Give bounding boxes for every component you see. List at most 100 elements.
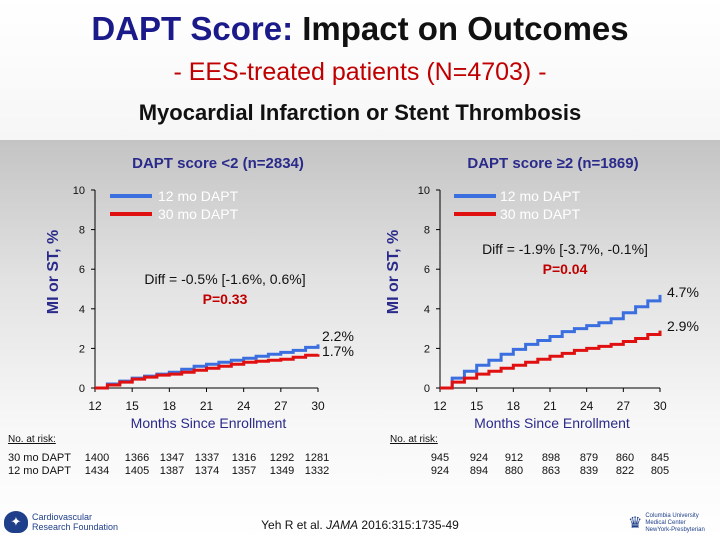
y-axis-label-0: MI or ST, %	[45, 230, 62, 314]
y-tick-label-1-2: 4	[424, 304, 430, 316]
citation-journal: JAMA	[326, 518, 359, 532]
x-tick-label-1-4: 24	[580, 399, 594, 413]
series-line-1-0	[440, 294, 662, 390]
y-axis-label-1: MI or ST, %	[385, 230, 402, 314]
risk-label-0: No. at risk:	[8, 434, 56, 445]
risk-value-0-0-0: 1400	[85, 452, 109, 464]
x-tick-label-1-0: 12	[433, 399, 447, 413]
risk-row-label-0-1: 12 mo DAPT	[8, 465, 71, 477]
risk-value-0-0-4: 1316	[232, 452, 256, 464]
risk-value-1-1-0: 924	[431, 465, 449, 477]
risk-row-label-0-0: 30 mo DAPT	[8, 452, 71, 464]
y-tick-label-0-4: 8	[79, 225, 85, 237]
x-tick-label-0-2: 18	[163, 399, 177, 413]
crf-logo-mark-icon: ✦	[4, 511, 28, 533]
risk-value-0-0-6: 1281	[305, 452, 329, 464]
risk-value-1-0-3: 898	[542, 452, 560, 464]
risk-value-0-0-5: 1292	[270, 452, 294, 464]
crf-logo: ✦ Cardiovascular Research Foundation	[4, 508, 118, 536]
endpoint-title: Myocardial Infarction or Stent Thrombosi…	[138, 100, 582, 125]
risk-value-0-1-4: 1357	[232, 465, 256, 477]
y-tick-label-1-1: 2	[424, 343, 430, 355]
x-tick-label-1-6: 30	[653, 399, 667, 413]
risk-value-0-1-6: 1332	[305, 465, 329, 477]
title-accent: DAPT Score:	[91, 10, 294, 47]
legend-label-1-0: 12 mo DAPT	[500, 188, 581, 204]
end-label-0-0: 2.2%	[322, 328, 354, 344]
columbia-line1: Columbia University	[645, 512, 699, 519]
risk-value-1-1-5: 822	[616, 465, 634, 477]
risk-value-1-0-1: 924	[470, 452, 488, 464]
x-tick-label-0-4: 24	[237, 399, 251, 413]
chart-panel	[0, 140, 720, 540]
title-band: DAPT Score: Impact on Outcomes - EES-tre…	[0, 0, 720, 140]
diff-text-0: Diff = -0.5% [-1.6%, 0.6%]	[144, 271, 305, 287]
x-tick-label-1-3: 21	[543, 399, 557, 413]
end-label-0-1: 1.7%	[322, 343, 354, 359]
crf-logo-line2: Research Foundation	[32, 522, 119, 532]
risk-label-1: No. at risk:	[390, 434, 438, 445]
series-line-0-1	[95, 353, 320, 390]
citation: Yeh R et al. JAMA 2016:315:1735-49	[0, 518, 720, 532]
chart-title-0: DAPT score <2 (n=2834)	[132, 155, 304, 172]
risk-value-0-0-1: 1366	[125, 452, 149, 464]
y-tick-label-1-5: 10	[418, 185, 430, 197]
page-title: DAPT Score: Impact on Outcomes	[0, 10, 720, 48]
chart-title-1: DAPT score ≥2 (n=1869)	[467, 155, 638, 172]
risk-value-0-0-2: 1347	[160, 452, 184, 464]
risk-value-1-1-4: 839	[580, 465, 598, 477]
y-tick-label-0-0: 0	[79, 383, 85, 395]
y-tick-label-0-2: 4	[79, 304, 85, 316]
risk-value-1-1-2: 880	[505, 465, 523, 477]
x-tick-label-0-0: 12	[88, 399, 102, 413]
y-tick-label-1-3: 6	[424, 264, 430, 276]
columbia-line3: NewYork-Presbyterian	[645, 526, 705, 533]
y-tick-label-0-5: 10	[73, 185, 85, 197]
risk-value-1-1-3: 863	[542, 465, 560, 477]
risk-value-0-1-0: 1434	[85, 465, 109, 477]
x-axis-label-0: Months Since Enrollment	[131, 415, 287, 431]
legend-label-1-1: 30 mo DAPT	[500, 206, 581, 222]
end-label-1-1: 2.9%	[667, 318, 699, 334]
y-tick-label-0-1: 2	[79, 343, 85, 355]
risk-value-1-0-4: 879	[580, 452, 598, 464]
citation-author: Yeh R et al.	[261, 518, 327, 532]
x-tick-label-1-1: 15	[470, 399, 484, 413]
title-rest: Impact on Outcomes	[293, 10, 629, 47]
risk-value-0-0-3: 1337	[195, 452, 219, 464]
end-label-1-0: 4.7%	[667, 284, 699, 300]
series-line-1-1	[440, 330, 662, 390]
risk-value-1-0-2: 912	[505, 452, 523, 464]
x-tick-label-1-2: 18	[507, 399, 521, 413]
x-tick-label-0-6: 30	[311, 399, 325, 413]
risk-value-1-0-0: 945	[431, 452, 449, 464]
p-value-1: P=0.04	[543, 261, 588, 277]
risk-value-0-1-3: 1374	[195, 465, 219, 477]
citation-rest: 2016:315:1735-49	[358, 518, 459, 532]
risk-value-0-1-1: 1405	[125, 465, 149, 477]
risk-value-1-0-5: 860	[616, 452, 634, 464]
risk-value-0-1-2: 1387	[160, 465, 184, 477]
crf-logo-line1: Cardiovascular	[32, 512, 93, 522]
x-tick-label-0-1: 15	[125, 399, 139, 413]
legend-label-0-0: 12 mo DAPT	[158, 188, 239, 204]
risk-value-0-1-5: 1349	[270, 465, 294, 477]
page-subtitle: - EES-treated patients (N=4703) -	[173, 58, 547, 86]
risk-value-1-1-1: 894	[470, 465, 488, 477]
y-tick-label-1-0: 0	[424, 383, 430, 395]
risk-value-1-0-6: 845	[651, 452, 669, 464]
columbia-line2: Medical Center	[645, 519, 686, 526]
x-tick-label-0-5: 27	[274, 399, 288, 413]
x-axis-label-1: Months Since Enrollment	[474, 415, 630, 431]
p-value-0: P=0.33	[203, 291, 248, 307]
risk-value-1-1-6: 805	[651, 465, 669, 477]
diff-text-1: Diff = -1.9% [-3.7%, -0.1%]	[482, 241, 648, 257]
x-tick-label-0-3: 21	[200, 399, 214, 413]
x-tick-label-1-5: 27	[617, 399, 631, 413]
legend-label-0-1: 30 mo DAPT	[158, 206, 239, 222]
y-tick-label-0-3: 6	[79, 264, 85, 276]
columbia-logo: ♛ Columbia University Medical Center NewYo…	[628, 508, 705, 538]
crown-icon: ♛	[628, 515, 643, 532]
y-tick-label-1-4: 8	[424, 225, 430, 237]
